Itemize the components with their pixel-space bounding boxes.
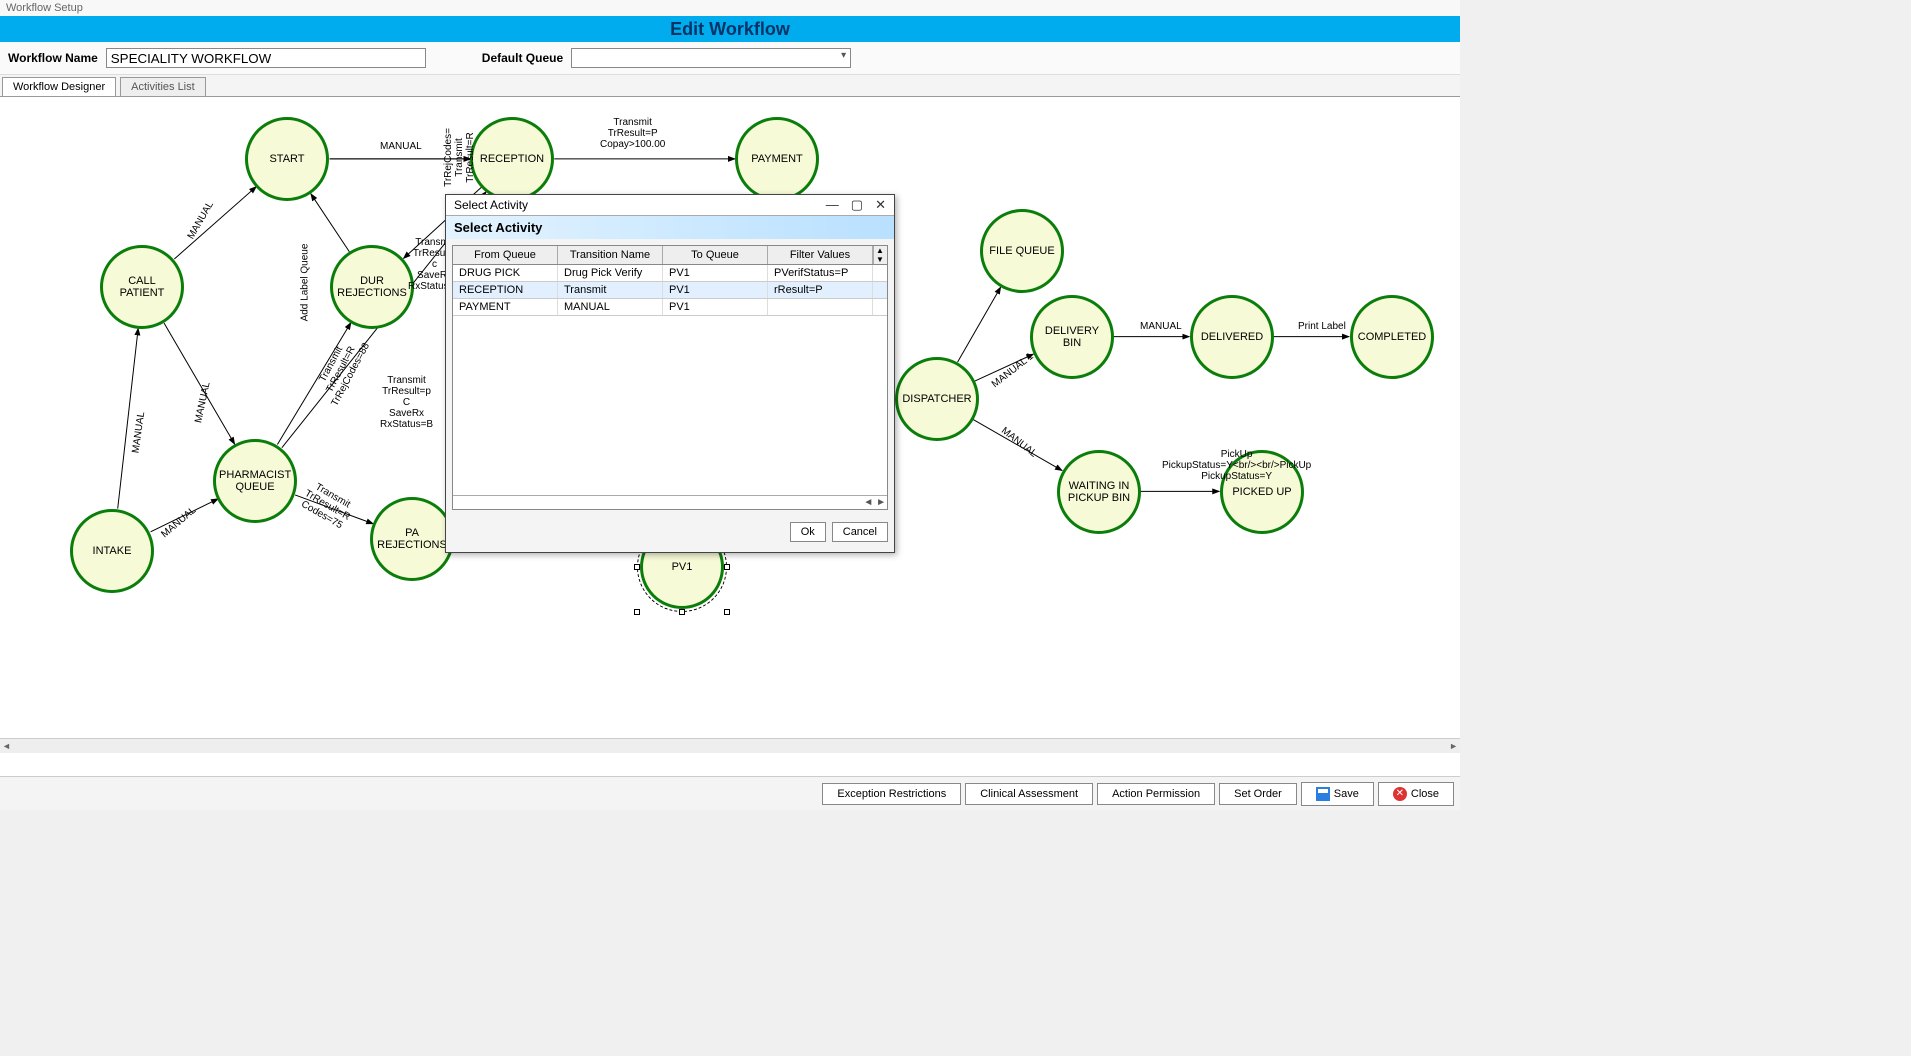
selection-handle[interactable]: [634, 609, 640, 615]
ok-button[interactable]: Ok: [790, 522, 826, 542]
cell-to: PV1: [663, 265, 768, 281]
workflow-name-label: Workflow Name: [8, 51, 98, 65]
edge-label: MANUAL: [999, 425, 1039, 459]
action-permission-button[interactable]: Action Permission: [1097, 783, 1215, 805]
tab-designer[interactable]: Workflow Designer: [2, 77, 116, 96]
scroll-right-icon[interactable]: ►: [1449, 741, 1458, 751]
save-label: Save: [1334, 788, 1359, 800]
dialog-title: Select Activity: [454, 198, 528, 212]
select-activity-dialog: Select Activity — ▢ ✕ Select Activity Fr…: [445, 194, 895, 553]
close-icon[interactable]: ✕: [875, 197, 886, 213]
col-from-queue[interactable]: From Queue: [453, 246, 558, 264]
cell-to: PV1: [663, 282, 768, 298]
node-delivery_bin[interactable]: DELIVERY BIN: [1030, 295, 1114, 379]
dialog-header: Select Activity: [446, 216, 894, 239]
edge-label: MANUAL 1: [990, 351, 1036, 390]
cell-name: MANUAL: [558, 299, 663, 315]
cell-name: Transmit: [558, 282, 663, 298]
node-file_queue[interactable]: FILE QUEUE: [980, 209, 1064, 293]
edge-label: Print Label: [1298, 321, 1346, 332]
node-completed[interactable]: COMPLETED: [1350, 295, 1434, 379]
h-scrollbar[interactable]: ◄►: [0, 739, 1460, 753]
edge-label: TransmitTrResult=RTrRejCodes=88: [310, 331, 372, 408]
hscroll-left-icon[interactable]: ◄: [863, 497, 873, 508]
minimize-icon[interactable]: —: [826, 197, 839, 213]
tabs: Workflow Designer Activities List: [0, 75, 1460, 97]
col-filter-values[interactable]: Filter Values: [768, 246, 873, 264]
col-transition-name[interactable]: Transition Name: [558, 246, 663, 264]
col-to-queue[interactable]: To Queue: [663, 246, 768, 264]
cell-filter: [768, 299, 873, 315]
selection-handle[interactable]: [679, 609, 685, 615]
edge-label: MANUAL: [186, 200, 216, 242]
edge-label: TransmitTrResult=RCodes=75: [297, 479, 357, 533]
hscroll-right-icon[interactable]: ►: [876, 497, 886, 508]
node-waiting[interactable]: WAITING IN PICKUP BIN: [1057, 450, 1141, 534]
edge-label: MANUAL: [380, 141, 422, 152]
exception-restrictions-button[interactable]: Exception Restrictions: [822, 783, 961, 805]
close-red-icon: ✕: [1393, 787, 1407, 801]
table-row[interactable]: RECEPTIONTransmitPV1rResult=P: [453, 282, 887, 299]
v-scrollbar[interactable]: [873, 246, 887, 264]
edge-label: MANUAL: [130, 411, 147, 454]
edge-label: MANUAL: [193, 381, 212, 424]
window-tab-title: Workflow Setup: [0, 0, 1460, 16]
cell-from: RECEPTION: [453, 282, 558, 298]
close-label: Close: [1411, 788, 1439, 800]
cell-from: PAYMENT: [453, 299, 558, 315]
edge-label: TransmitTrResult=PCopay>100.00: [600, 117, 665, 150]
selection-handle[interactable]: [724, 564, 730, 570]
default-queue-label: Default Queue: [482, 51, 563, 65]
table-row[interactable]: DRUG PICKDrug Pick VerifyPV1PVerifStatus…: [453, 265, 887, 282]
workflow-name-input[interactable]: [106, 48, 426, 68]
close-button[interactable]: ✕ Close: [1378, 782, 1454, 806]
node-pharmacist[interactable]: PHARMACIST QUEUE: [213, 439, 297, 523]
cell-filter: PVerifStatus=P: [768, 265, 873, 281]
node-call_patient[interactable]: CALL PATIENT: [100, 245, 184, 329]
scroll-left-icon[interactable]: ◄: [2, 741, 11, 751]
node-pa_rej[interactable]: PA REJECTIONS: [370, 497, 454, 581]
footer-toolbar: Exception Restrictions Clinical Assessme…: [0, 776, 1460, 810]
edge-label: PickUpPickupStatus=Y<br/><br/>PickUpPick…: [1162, 449, 1311, 482]
node-delivered[interactable]: DELIVERED: [1190, 295, 1274, 379]
selection-handle[interactable]: [724, 609, 730, 615]
node-reception[interactable]: RECEPTION: [470, 117, 554, 201]
clinical-assessment-button[interactable]: Clinical Assessment: [965, 783, 1093, 805]
node-dispatcher[interactable]: DISPATCHER: [895, 357, 979, 441]
node-payment[interactable]: PAYMENT: [735, 117, 819, 201]
node-dur_rej[interactable]: DUR REJECTIONS: [330, 245, 414, 329]
cell-to: PV1: [663, 299, 768, 315]
table-row[interactable]: PAYMENTMANUALPV1: [453, 299, 887, 316]
form-bar: Workflow Name Default Queue: [0, 42, 1460, 75]
cell-name: Drug Pick Verify: [558, 265, 663, 281]
cancel-button[interactable]: Cancel: [832, 522, 888, 542]
edge-label: Add Label Queue: [299, 244, 310, 322]
selection-handle[interactable]: [634, 564, 640, 570]
save-icon: [1316, 787, 1330, 801]
edge-label: TrRejCodes=TransmitTrResult=R: [443, 128, 476, 187]
edge-label: MANUAL: [159, 505, 198, 540]
activity-table[interactable]: From Queue Transition Name To Queue Filt…: [452, 245, 888, 510]
edge-label: MANUAL: [1140, 321, 1182, 332]
maximize-icon[interactable]: ▢: [851, 197, 863, 213]
cell-filter: rResult=P: [768, 282, 873, 298]
node-start[interactable]: START: [245, 117, 329, 201]
cell-from: DRUG PICK: [453, 265, 558, 281]
save-button[interactable]: Save: [1301, 782, 1374, 806]
edge-label: TransmitTrResult=pCSaveRxRxStatus=B: [380, 375, 433, 430]
page-title: Edit Workflow: [0, 16, 1460, 42]
node-intake[interactable]: INTAKE: [70, 509, 154, 593]
tab-activities[interactable]: Activities List: [120, 77, 206, 96]
default-queue-dropdown[interactable]: [571, 48, 851, 68]
set-order-button[interactable]: Set Order: [1219, 783, 1297, 805]
